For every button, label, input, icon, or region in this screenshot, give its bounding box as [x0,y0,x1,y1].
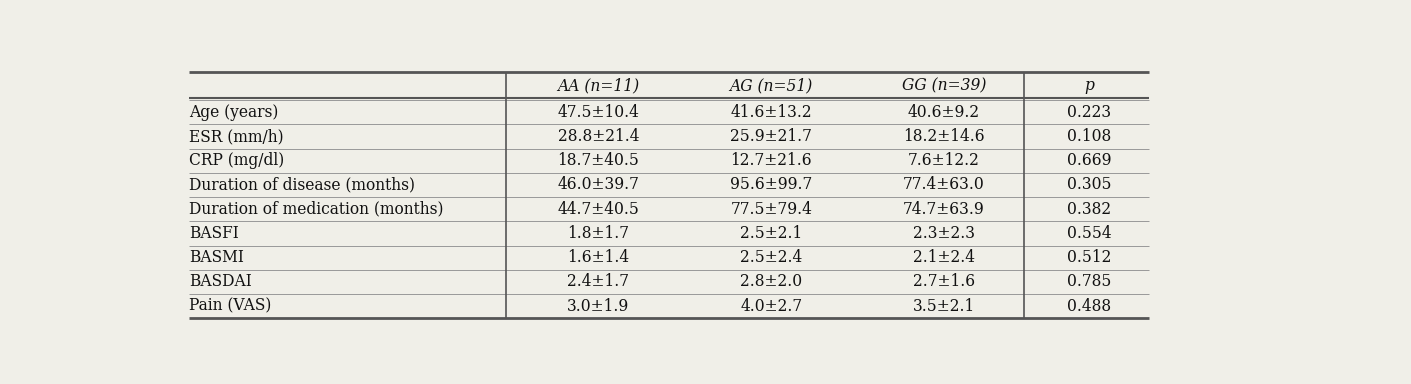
Text: Duration of disease (months): Duration of disease (months) [189,176,415,194]
Text: Duration of medication (months): Duration of medication (months) [189,201,444,218]
Text: 18.7±40.5: 18.7±40.5 [557,152,639,169]
Text: CRP (mg/dl): CRP (mg/dl) [189,152,285,169]
Text: 0.108: 0.108 [1067,128,1112,145]
Text: 3.0±1.9: 3.0±1.9 [567,298,629,314]
Text: 2.7±1.6: 2.7±1.6 [913,273,975,290]
Text: 0.488: 0.488 [1067,298,1112,314]
Text: 95.6±99.7: 95.6±99.7 [729,176,813,194]
Text: 46.0±39.7: 46.0±39.7 [557,176,639,194]
Text: 0.305: 0.305 [1067,176,1112,194]
Text: BASMI: BASMI [189,249,244,266]
Text: p: p [1085,78,1095,94]
Text: BASFI: BASFI [189,225,240,242]
Text: GG (n=39): GG (n=39) [902,78,986,94]
Text: 47.5±10.4: 47.5±10.4 [557,104,639,121]
Text: 0.382: 0.382 [1067,201,1112,218]
Text: 12.7±21.6: 12.7±21.6 [731,152,813,169]
Text: 77.4±63.0: 77.4±63.0 [903,176,985,194]
Text: 3.5±2.1: 3.5±2.1 [913,298,975,314]
Text: 2.1±2.4: 2.1±2.4 [913,249,975,266]
Text: 4.0±2.7: 4.0±2.7 [741,298,803,314]
Text: 41.6±13.2: 41.6±13.2 [731,104,813,121]
Text: 2.5±2.4: 2.5±2.4 [741,249,803,266]
Text: 25.9±21.7: 25.9±21.7 [731,128,813,145]
Text: BASDAI: BASDAI [189,273,253,290]
Text: 0.669: 0.669 [1067,152,1112,169]
Text: 0.512: 0.512 [1067,249,1112,266]
Text: ESR (mm/h): ESR (mm/h) [189,128,284,145]
Text: 7.6±12.2: 7.6±12.2 [909,152,981,169]
Text: AG (n=51): AG (n=51) [729,78,813,94]
Text: 0.554: 0.554 [1067,225,1112,242]
Text: 2.4±1.7: 2.4±1.7 [567,273,629,290]
Text: 2.3±2.3: 2.3±2.3 [913,225,975,242]
Text: AA (n=11): AA (n=11) [557,78,639,94]
Text: 40.6±9.2: 40.6±9.2 [907,104,981,121]
Text: 1.6±1.4: 1.6±1.4 [567,249,629,266]
Text: 2.5±2.1: 2.5±2.1 [741,225,803,242]
Text: 28.8±21.4: 28.8±21.4 [557,128,639,145]
Text: 44.7±40.5: 44.7±40.5 [557,201,639,218]
Text: Age (years): Age (years) [189,104,279,121]
Text: Pain (VAS): Pain (VAS) [189,298,272,314]
Text: 1.8±1.7: 1.8±1.7 [567,225,629,242]
Text: 0.785: 0.785 [1067,273,1112,290]
Text: 2.8±2.0: 2.8±2.0 [741,273,803,290]
Text: 18.2±14.6: 18.2±14.6 [903,128,985,145]
Text: 74.7±63.9: 74.7±63.9 [903,201,985,218]
Text: 0.223: 0.223 [1067,104,1112,121]
Text: 77.5±79.4: 77.5±79.4 [731,201,813,218]
